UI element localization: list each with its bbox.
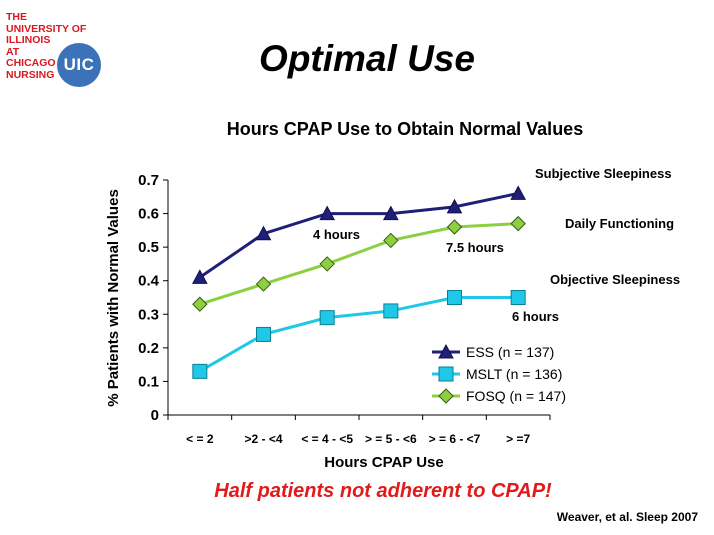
y-tick-label: 0.5: [138, 239, 159, 256]
series-square: [192, 290, 526, 379]
diamond-marker: [255, 276, 272, 292]
annotation-fosq-7-5-hours: 7.5 hours: [446, 240, 504, 255]
diamond-marker: [319, 256, 335, 272]
annotation-ess-4-hours: 4 hours: [313, 227, 360, 242]
annotation-subjective-sleepiness: Subjective Sleepiness: [535, 166, 672, 181]
square-marker: [447, 290, 462, 305]
chart-title: Hours CPAP Use to Obtain Normal Values: [227, 119, 583, 139]
footer-message: Half patients not adherent to CPAP!: [214, 480, 552, 502]
annotation-daily-functioning: Daily Functioning: [565, 216, 674, 231]
diamond-marker: [446, 219, 463, 235]
logo-line-4: AT: [6, 45, 20, 58]
university-logo-text: THE UNIVERSITY OF ILLINOIS AT CHICAGO NU…: [6, 11, 87, 82]
chart-legend: ESS (n = 137) MSLT (n = 136) FOSQ (n = 147…: [432, 343, 566, 404]
annotation-objective-sleepiness: Objective Sleepiness: [550, 272, 680, 287]
logo-line-5: CHICAGO: [6, 57, 56, 70]
x-tick-label: > =7: [506, 432, 530, 446]
series-line: [198, 191, 519, 279]
legend-label: ESS (n = 137): [466, 344, 554, 360]
diamond-marker: [192, 296, 208, 312]
triangle-marker: [255, 225, 272, 241]
triangle-marker: [438, 343, 454, 359]
square-marker: [256, 326, 271, 342]
triangle-marker: [319, 205, 336, 221]
square-marker: [192, 363, 208, 379]
slide-title: Optimal Use: [259, 38, 475, 79]
annotation-mslt-6-hours: 6 hours: [512, 309, 559, 324]
triangle-marker: [382, 205, 399, 221]
x-axis-label: Hours CPAP Use: [324, 454, 443, 471]
logo-line-6: NURSING: [6, 68, 55, 81]
square-marker: [510, 290, 526, 305]
logo-line-3: ILLINOIS: [6, 34, 51, 47]
chart-axes: 0 0.1 0.2 0.3 0.4 0.5 0.6 0.7 < = 2 >2 - <4 < = 4 …: [138, 172, 551, 446]
legend-label: FOSQ (n = 147): [466, 388, 566, 404]
series-line: [199, 296, 519, 373]
y-tick-label: 0.1: [138, 373, 159, 390]
diamond-marker: [510, 215, 526, 232]
series-triangle: [191, 185, 527, 284]
y-tick-label: 0.6: [138, 206, 159, 223]
triangle-marker: [191, 269, 208, 284]
y-tick-label: 0.7: [138, 172, 159, 189]
series-diamond: [192, 215, 526, 312]
y-axis-label: % Patients with Normal Values: [105, 189, 122, 407]
square-marker: [383, 303, 399, 319]
chart-series: [191, 185, 527, 379]
x-tick-label: < = 4 - <5: [301, 432, 353, 446]
logo-line-2: UNIVERSITY OF: [6, 22, 87, 35]
x-tick-label: >2 - <4: [244, 432, 282, 446]
uic-logo-badge: UIC: [57, 43, 101, 87]
diamond-marker: [383, 232, 399, 249]
x-tick-label: < = 2: [186, 432, 214, 446]
diamond-marker: [438, 388, 454, 404]
y-tick-label: 0.3: [138, 306, 159, 323]
series-line: [199, 222, 519, 306]
triangle-marker: [446, 198, 463, 214]
y-tick-label: 0: [151, 407, 159, 424]
triangle-marker: [510, 185, 527, 200]
y-tick-label: 0.4: [138, 273, 160, 290]
square-marker: [438, 366, 454, 382]
y-tick-label: 0.2: [138, 340, 159, 357]
square-marker: [319, 310, 335, 326]
x-tick-label: > = 6 - <7: [429, 432, 481, 446]
logo-line-1: THE: [6, 11, 27, 23]
legend-label: MSLT (n = 136): [466, 366, 562, 382]
x-tick-label: > = 5 - <6: [365, 432, 417, 446]
citation: Weaver, et al. Sleep 2007: [556, 510, 698, 524]
